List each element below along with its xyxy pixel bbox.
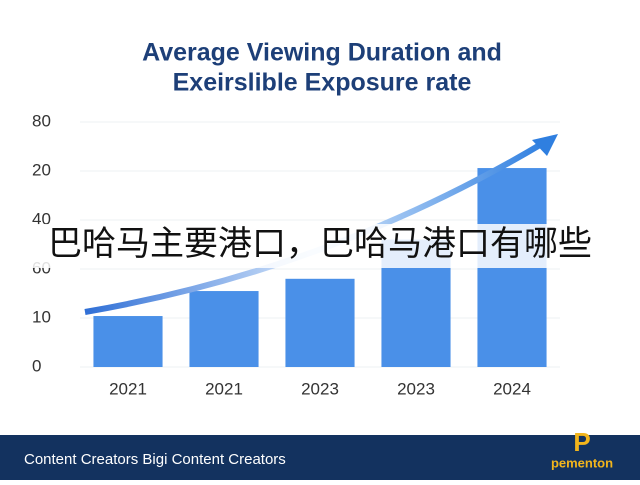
bar [93,316,163,367]
chart-title: Exeirslible Exposure rate [173,69,472,97]
overlay-band [0,224,640,268]
footer-text: Content Creators Bigi Content Creators [24,451,286,468]
x-tick-label: 2021 [109,379,147,398]
bar [189,291,259,367]
overlay-text: 巴哈马主要港口，巴哈马港口有哪些 [48,225,592,263]
x-tick-label: 2023 [397,379,435,398]
y-tick-label: 0 [32,356,41,375]
y-tick-label: 40 [32,209,51,228]
trend-arrow-head [532,134,558,156]
x-tick-label: 2023 [301,379,339,398]
x-tick-label: 2021 [205,379,243,398]
y-tick-label: 20 [32,160,51,179]
bar [285,278,355,367]
y-tick-label: 80 [32,111,51,130]
footer-bar [0,435,640,480]
x-tick-label: 2024 [493,379,531,398]
chart-title: Average Viewing Duration and [142,39,502,67]
y-tick-label: 10 [32,307,51,326]
logo-letter: P [573,427,590,457]
logo-name: pementon [551,455,613,470]
